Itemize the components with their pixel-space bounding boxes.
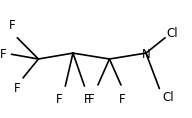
- Text: F: F: [84, 93, 91, 106]
- Text: F: F: [56, 93, 63, 106]
- Text: F: F: [119, 93, 125, 106]
- Text: F: F: [14, 82, 21, 95]
- Text: F: F: [0, 48, 7, 61]
- Text: F: F: [9, 19, 16, 32]
- Text: F: F: [88, 93, 94, 106]
- Text: Cl: Cl: [166, 27, 178, 40]
- Text: N: N: [142, 48, 151, 61]
- Text: Cl: Cl: [162, 91, 174, 104]
